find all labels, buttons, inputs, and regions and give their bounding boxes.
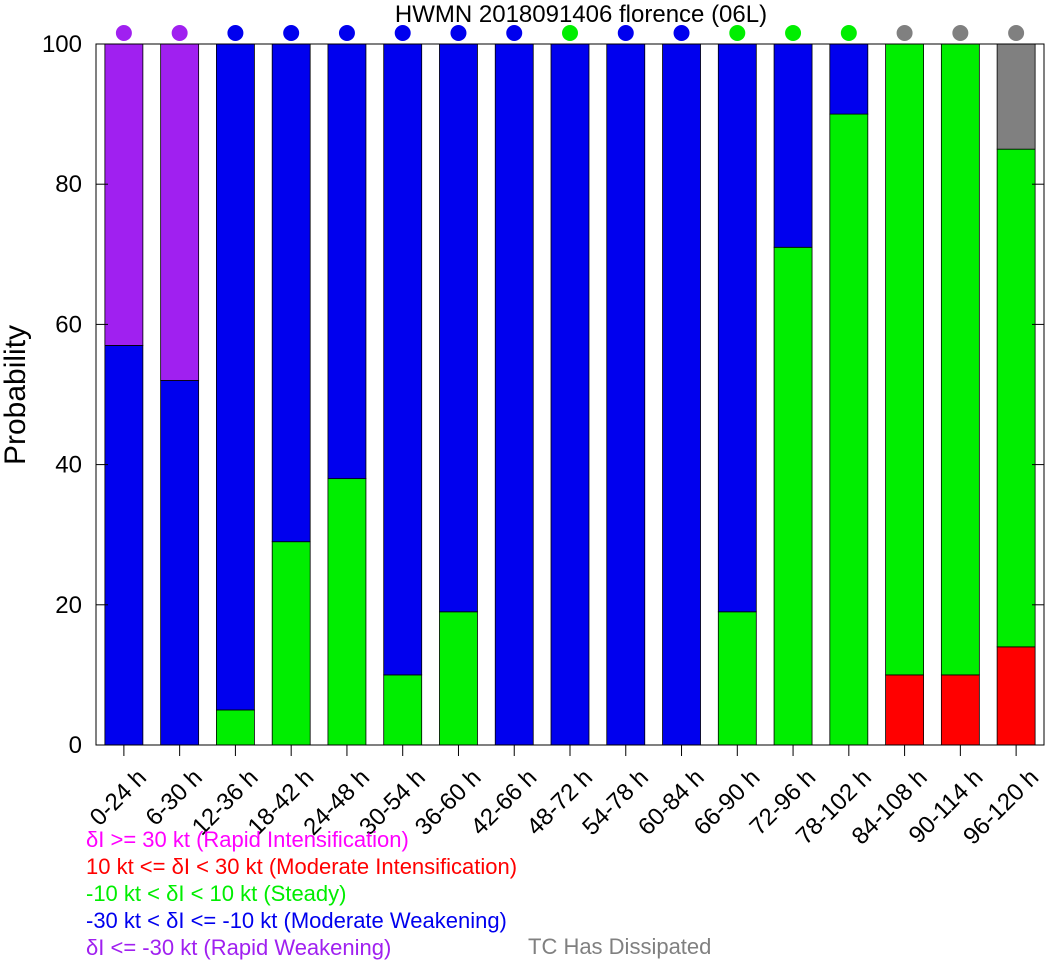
top-marker-dot [673,25,690,41]
top-marker-dot [394,25,411,41]
bar-segment-moderate_weakening [606,43,646,746]
top-marker-dot [227,25,244,41]
bar-segment-moderate_weakening [829,43,869,115]
bar-segment-steady [885,43,924,676]
legend-dissipated: TC Has Dissipated [528,934,712,959]
top-marker-dot [952,25,969,41]
bar-segment-dissipated [996,43,1036,150]
y-tick-label: 40 [55,452,82,479]
legend: δI >= 30 kt (Rapid Intensification) 10 k… [86,826,517,961]
top-marker-dot [115,25,132,41]
y-tick-label: 60 [55,311,82,338]
top-marker-dot [283,25,300,41]
bar-segment-moderate_intensification [996,646,1036,746]
bar-segment-moderate_weakening [550,43,590,746]
bar-segment-moderate_intensification [885,674,924,746]
y-tick-label: 80 [55,171,82,198]
bar-segment-steady [996,148,1036,648]
bar-segment-moderate_weakening [160,380,200,746]
y-axis-label: Probability [0,325,32,465]
y-tick-label: 20 [55,592,82,619]
bar-segment-moderate_weakening [662,43,701,746]
top-marker-dot [729,25,746,41]
bar-segment-steady [327,478,367,746]
bar-segment-moderate_intensification [940,674,980,746]
top-marker-dot [785,25,802,41]
x-tick-label: 0-24 h [85,764,152,831]
legend-moderate-weakening: -30 kt < δI <= -10 kt (Moderate Weakenin… [86,908,507,933]
bar-segment-steady [216,709,255,746]
bar-segment-steady [773,246,813,746]
y-tick-label: 0 [69,732,82,759]
top-marker-dot [171,25,188,41]
top-marker-dot [1008,25,1025,41]
bar-segment-steady [940,43,980,676]
legend-moderate-intensification: 10 kt <= δI < 30 kt (Moderate Intensific… [86,854,518,879]
top-markers [115,25,1025,41]
top-marker-dot [450,25,467,41]
top-marker-dot [840,25,857,41]
y-tick-label: 100 [42,31,82,58]
bar-segment-moderate_weakening [439,43,478,613]
legend-steady: -10 kt < δI < 10 kt (Steady) [86,881,347,906]
top-marker-dot [896,25,913,41]
bar-segment-steady [829,113,869,746]
legend-rapid-intensification: δI >= 30 kt (Rapid Intensification) [86,827,409,852]
bar-segment-moderate_weakening [271,43,311,543]
bar-segment-steady [717,611,757,746]
bar-segment-moderate_weakening [494,43,534,746]
top-marker-dot [617,25,634,41]
bar-segment-rapid_weakening [160,43,200,381]
bar-segment-moderate_weakening [773,43,813,248]
top-marker-dot [338,25,355,41]
bar-segment-moderate_weakening [104,345,144,746]
bar-segment-rapid_weakening [104,43,144,346]
bar-segment-moderate_weakening [216,43,255,711]
legend-rapid-weakening: δI <= -30 kt (Rapid Weakening) [86,935,392,960]
bar-segment-steady [439,611,478,746]
bar-segment-moderate_weakening [717,43,757,613]
bar-segment-steady [383,674,423,746]
bar-segment-moderate_weakening [327,43,367,480]
bars-layer [104,43,1036,746]
bar-segment-steady [271,541,311,746]
bar-segment-moderate_weakening [383,43,423,676]
top-marker-dot [562,25,578,41]
chart-title: HWMN 2018091406 florence (06L) [395,1,767,28]
top-marker-dot [506,25,523,41]
